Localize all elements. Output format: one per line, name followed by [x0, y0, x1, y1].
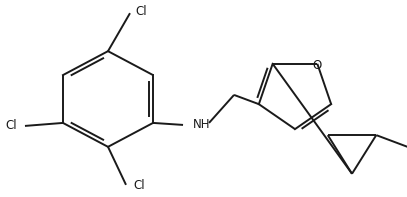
- Text: NH: NH: [193, 118, 210, 131]
- Text: Cl: Cl: [135, 5, 147, 18]
- Text: Cl: Cl: [5, 119, 17, 132]
- Text: O: O: [313, 59, 322, 72]
- Text: Cl: Cl: [133, 179, 144, 192]
